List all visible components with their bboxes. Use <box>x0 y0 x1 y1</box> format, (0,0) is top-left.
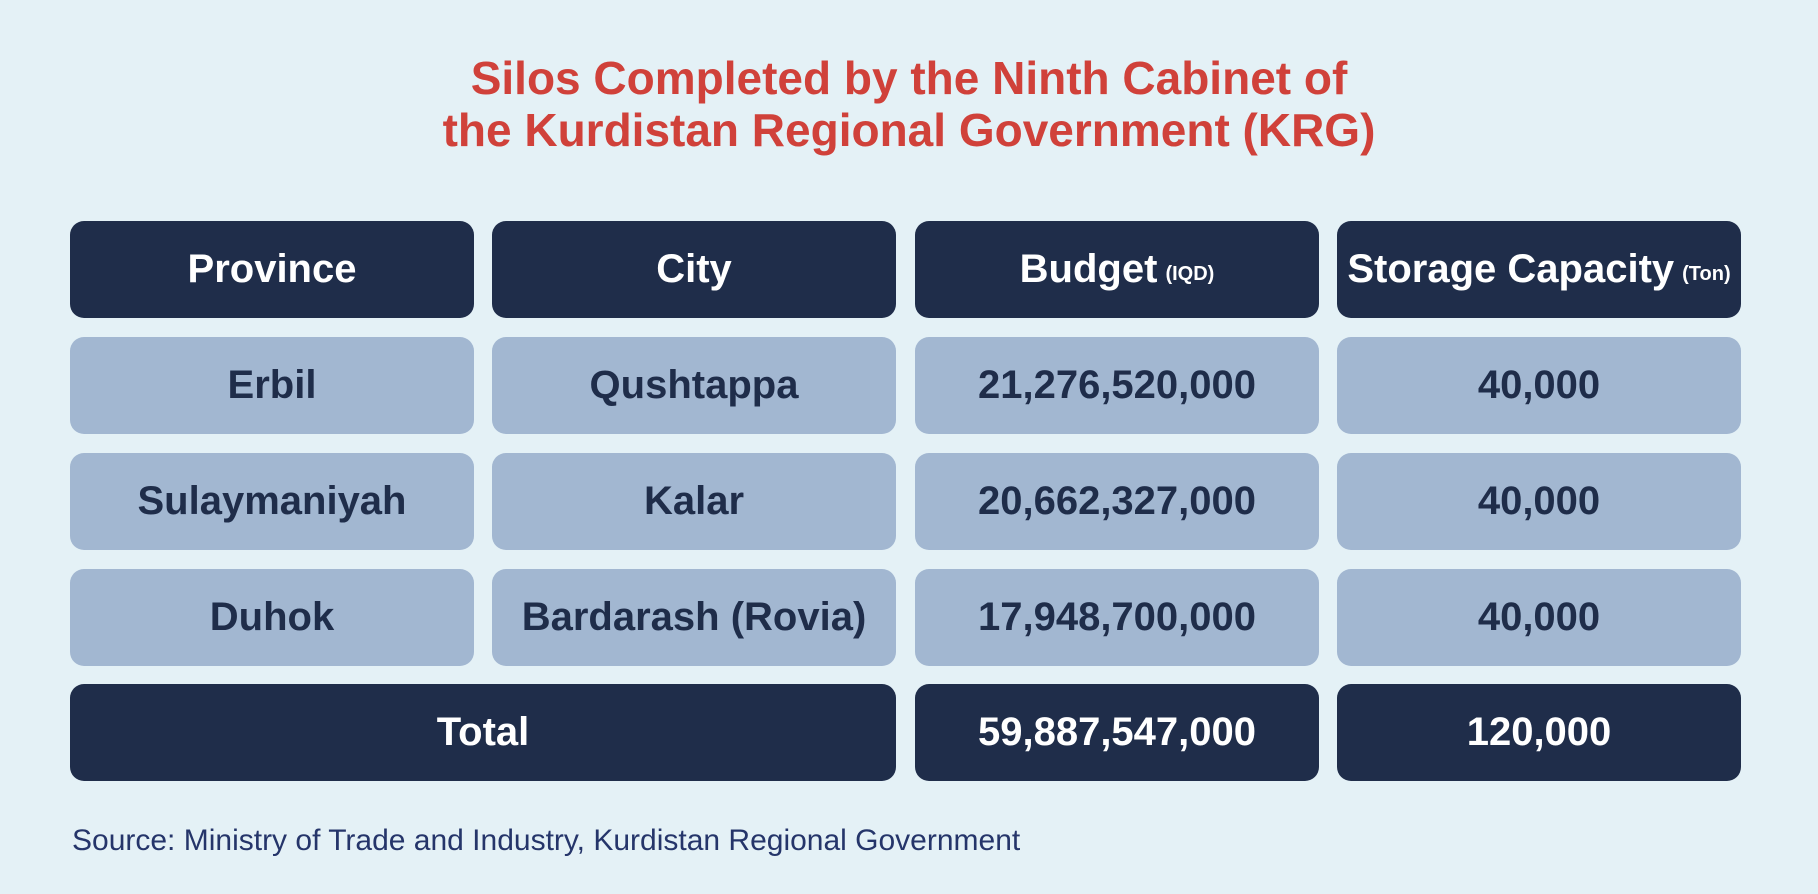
table-cell: 40,000 <box>1337 569 1741 666</box>
table-cell: 20,662,327,000 <box>915 453 1319 550</box>
source-note: Source: Ministry of Trade and Industry, … <box>72 824 1021 857</box>
title-line: Silos Completed by the Ninth Cabinet of <box>470 52 1348 104</box>
title-line: the Kurdistan Regional Government (KRG) <box>442 104 1376 156</box>
header-cell: Storage Capacity (Ton) <box>1337 221 1741 318</box>
table-cell: Sulaymaniyah <box>70 453 474 550</box>
table-cell: 17,948,700,000 <box>915 569 1319 666</box>
table-cell: Qushtappa <box>492 337 896 434</box>
table-cell: Duhok <box>70 569 474 666</box>
header-unit: (Ton) <box>1682 263 1731 285</box>
table-cell: Bardarash (Rovia) <box>492 569 896 666</box>
table-cell: 40,000 <box>1337 453 1741 550</box>
table-cell: Erbil <box>70 337 474 434</box>
header-cell: Budget (IQD) <box>915 221 1319 318</box>
header-text: City <box>656 247 732 291</box>
header-cell: Province <box>70 221 474 318</box>
table-cell: 40,000 <box>1337 337 1741 434</box>
header-unit: (IQD) <box>1165 263 1215 285</box>
total-capacity: 120,000 <box>1337 684 1741 781</box>
header-text: Budget <box>1019 247 1158 291</box>
header-cell: City <box>492 221 896 318</box>
header-text: Province <box>187 247 357 291</box>
total-budget: 59,887,547,000 <box>915 684 1319 781</box>
table-cell: 21,276,520,000 <box>915 337 1319 434</box>
table-cell: Kalar <box>492 453 896 550</box>
total-label: Total <box>70 684 896 781</box>
header-text: Storage Capacity <box>1347 247 1675 291</box>
